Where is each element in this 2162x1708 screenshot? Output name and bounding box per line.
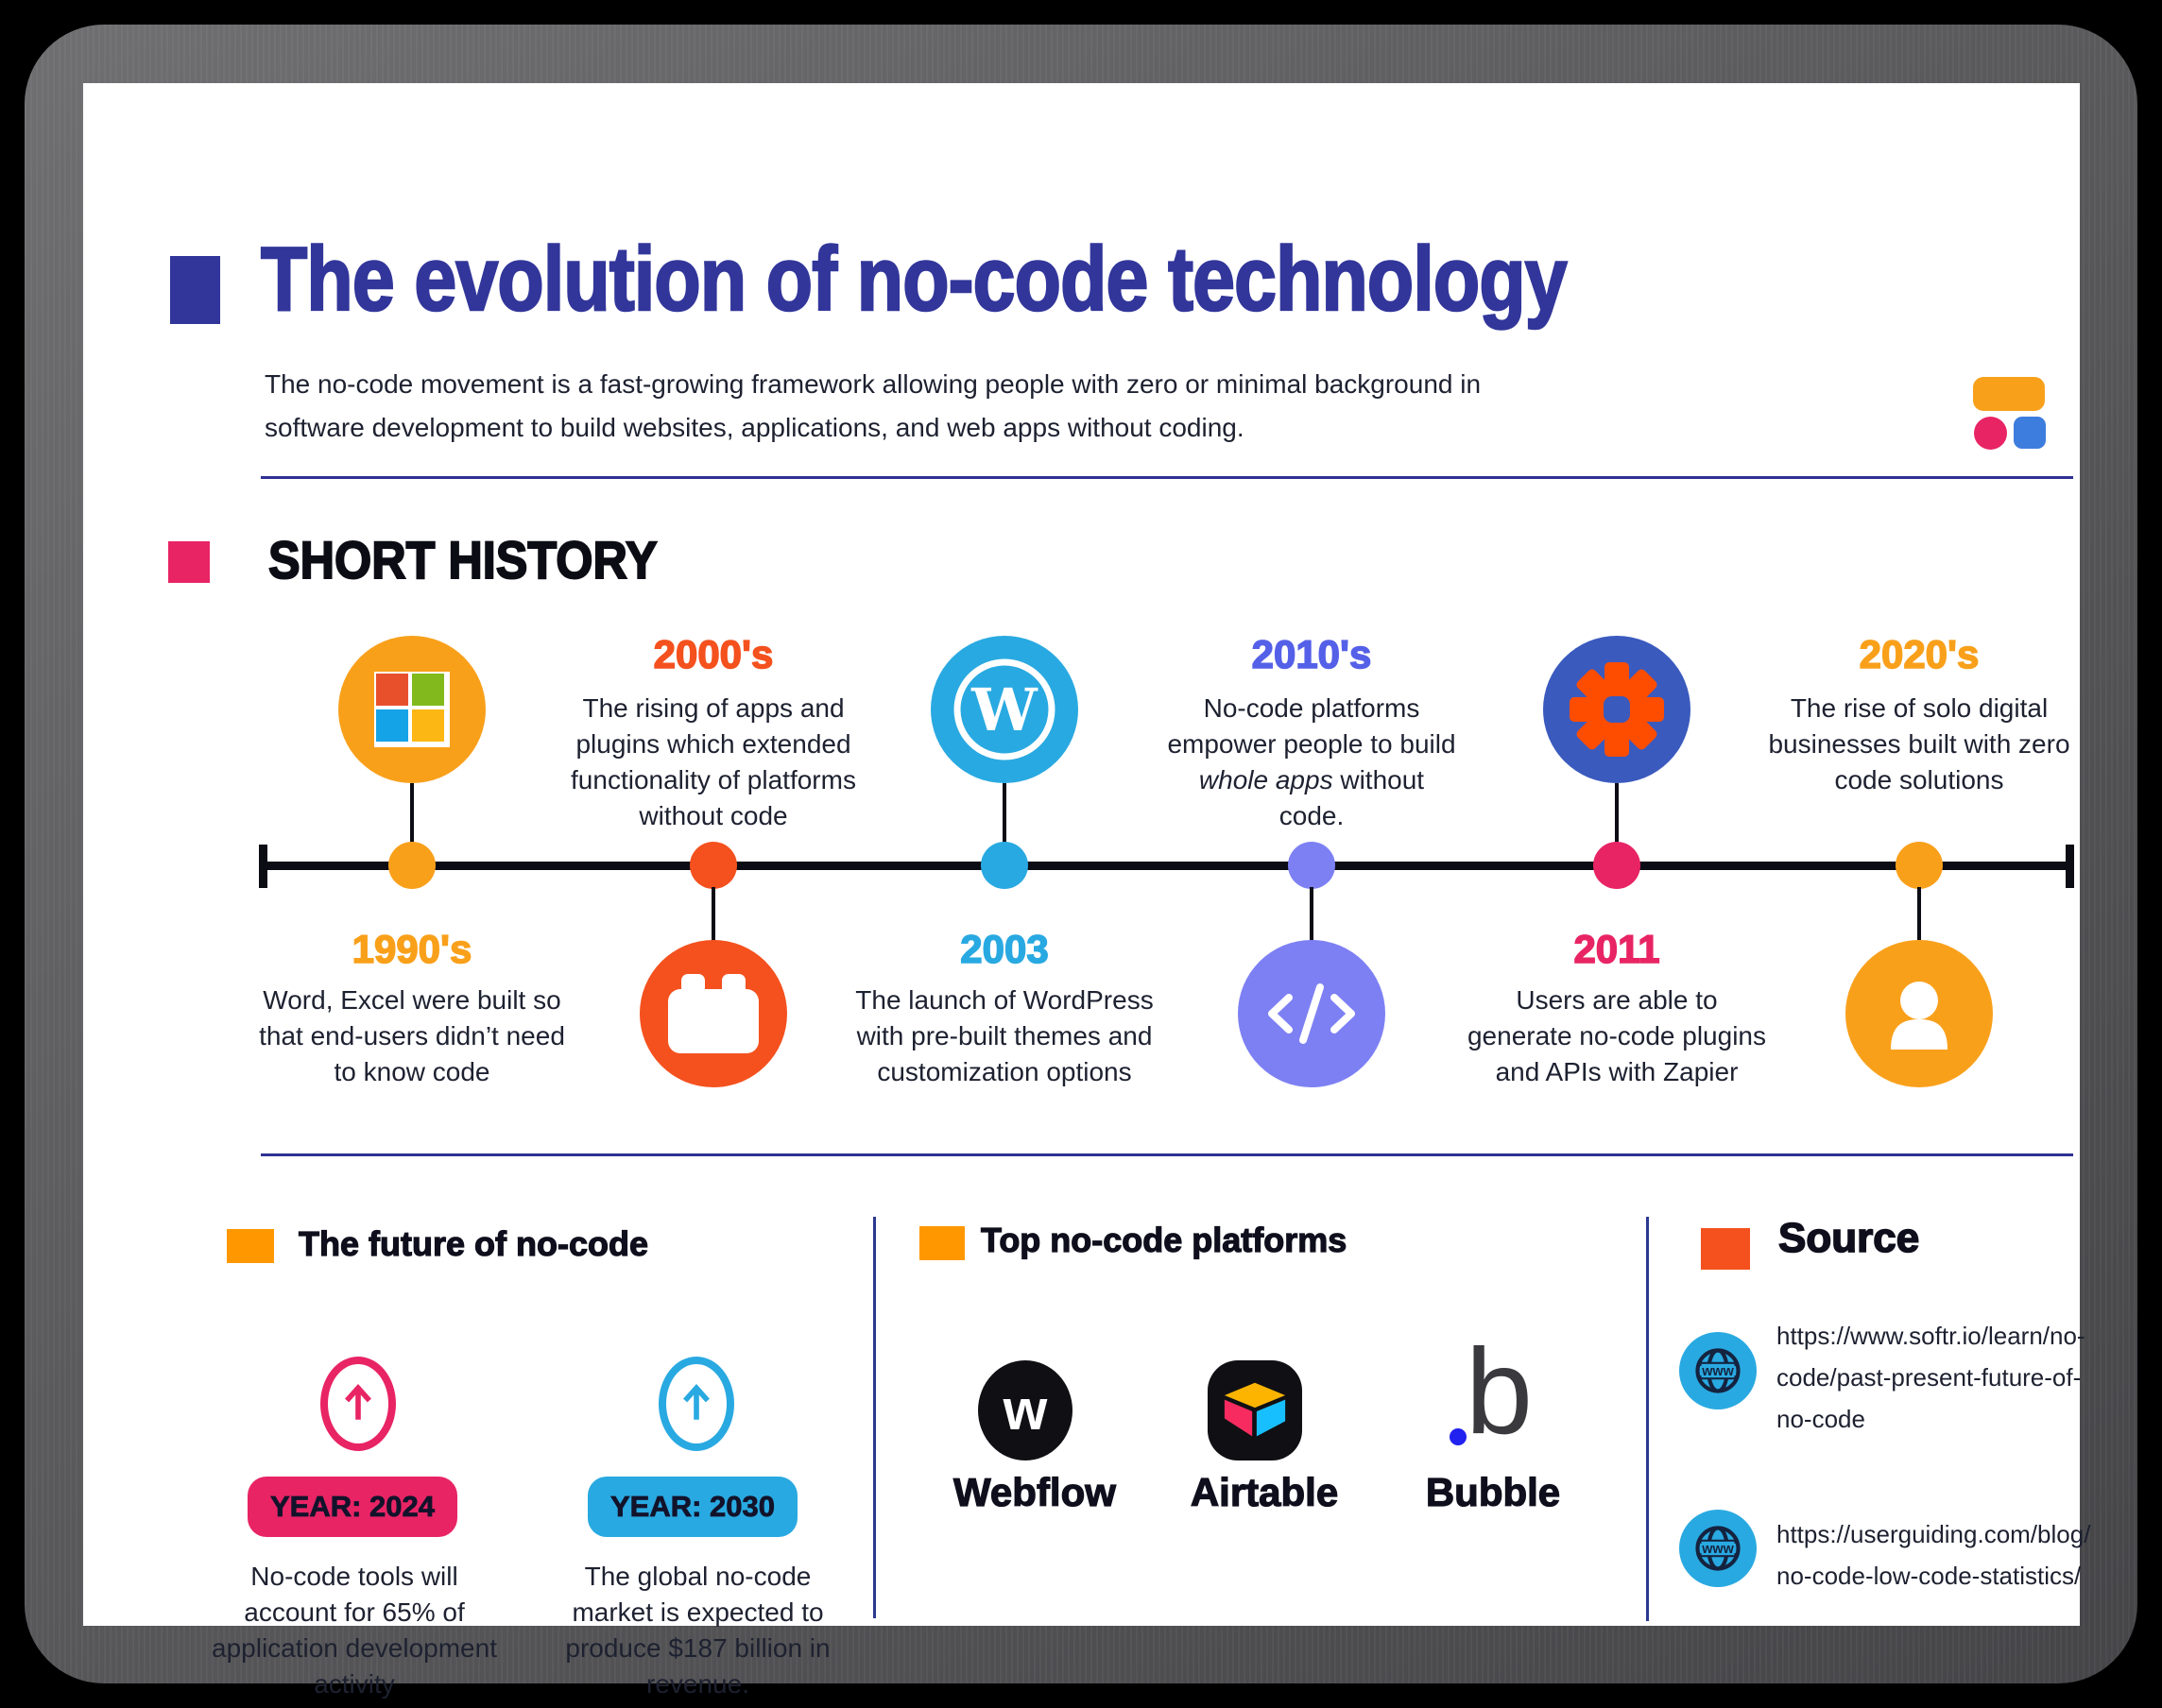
bubble-dot-shape bbox=[1450, 1428, 1467, 1445]
milestone-2000s-connector bbox=[712, 887, 715, 941]
year-2024-badge: YEAR: 2024 bbox=[248, 1477, 457, 1537]
milestone-2011-label: 2011 bbox=[1573, 926, 1661, 972]
year-2030-badge: YEAR: 2030 bbox=[588, 1477, 798, 1537]
future-accent-square bbox=[227, 1229, 274, 1263]
platform-name-airtable: Airtable bbox=[1190, 1469, 1339, 1514]
brand-logo bbox=[1973, 377, 2047, 451]
www-globe-icon: www bbox=[1679, 1510, 1757, 1587]
page-title: The evolution of no-code technology bbox=[260, 229, 1569, 330]
www-globe-icon: www bbox=[1679, 1332, 1757, 1409]
wordpress-logo-icon: W bbox=[953, 658, 1055, 760]
platforms-accent-square bbox=[919, 1226, 965, 1260]
header-divider bbox=[261, 476, 2073, 479]
milestone-2003-dot bbox=[981, 842, 1028, 889]
milestone-2000s-label: 2000's bbox=[653, 631, 774, 677]
milestone-2011-circle bbox=[1543, 636, 1690, 783]
timeline-end-cap bbox=[2066, 845, 2074, 888]
milestone-2011-dot bbox=[1593, 842, 1640, 889]
milestone-2003-circle: W bbox=[931, 636, 1078, 783]
milestone-2011-connector bbox=[1615, 783, 1619, 844]
webflow-logo: w bbox=[978, 1360, 1072, 1460]
milestone-2020s-dot bbox=[1896, 842, 1943, 889]
page-subtitle: The no-code movement is a fast-growing f… bbox=[265, 369, 1482, 442]
milestone-2000s-circle bbox=[640, 940, 787, 1087]
milestone-2010s-text-end: without code. bbox=[1278, 765, 1425, 831]
svg-text:www: www bbox=[1701, 1364, 1734, 1379]
future-2030-text: The global no-code market is expected to… bbox=[565, 1562, 831, 1699]
brick-icon bbox=[668, 974, 759, 1053]
svg-text:W: W bbox=[970, 675, 1038, 744]
brand-logo-bar-shape bbox=[1973, 377, 2045, 411]
svg-text:www: www bbox=[1701, 1542, 1734, 1557]
airtable-cube-icon bbox=[1224, 1382, 1286, 1437]
timeline-bottom-divider bbox=[261, 1153, 2073, 1156]
infographic-canvas: The evolution of no-code technology The … bbox=[83, 83, 2090, 1699]
brand-logo-square-shape bbox=[2014, 417, 2046, 449]
brand-logo-dot-shape bbox=[1974, 417, 2007, 450]
milestone-2020s-label: 2020's bbox=[1859, 631, 1980, 677]
platform-name-webflow: Webflow bbox=[952, 1469, 1116, 1514]
milestone-2010s-text-emphasis: whole apps bbox=[1198, 765, 1333, 795]
future-heading: The future of no-code bbox=[298, 1223, 648, 1263]
platform-name-bubble: Bubble bbox=[1425, 1469, 1561, 1514]
title-accent-square bbox=[170, 256, 220, 324]
future-2024-text: No-code tools will account for 65% of ap… bbox=[212, 1562, 497, 1699]
platforms-heading: Top no-code platforms bbox=[980, 1220, 1347, 1259]
milestone-1990s-label: 1990's bbox=[352, 926, 472, 972]
milestone-2020s-text: The rise of solo digital businesses buil… bbox=[1768, 693, 2070, 795]
milestone-2020s-circle bbox=[1845, 940, 1993, 1087]
milestone-2000s-text: The rising of apps and plugins which ext… bbox=[571, 693, 856, 831]
timeline-axis bbox=[263, 862, 2073, 870]
milestone-2003-label: 2003 bbox=[960, 926, 1050, 972]
source-link-1: https://www.softr.io/learn/no-code/past-… bbox=[1776, 1322, 2085, 1434]
timeline-start-cap bbox=[259, 845, 267, 888]
milestone-2010s-label: 2010's bbox=[1251, 631, 1372, 677]
milestone-2010s-text-start: No-code platforms empower people to buil… bbox=[1167, 693, 1456, 760]
column-divider bbox=[873, 1217, 876, 1618]
person-icon bbox=[1891, 982, 1948, 1050]
milestone-1990s-connector bbox=[410, 783, 414, 844]
milestone-2011-text: Users are able to generate no-code plugi… bbox=[1467, 985, 1766, 1087]
milestone-2010s-text: No-code platforms empower people to buil… bbox=[1165, 691, 1458, 834]
bubble-b-glyph: b bbox=[1465, 1324, 1533, 1460]
column-divider bbox=[1646, 1217, 1649, 1621]
milestone-2003-connector bbox=[1003, 783, 1006, 844]
source-accent-square bbox=[1701, 1228, 1750, 1270]
milestone-2000s-dot bbox=[690, 842, 737, 889]
milestone-2010s-dot bbox=[1288, 842, 1335, 889]
source-heading: Source bbox=[1777, 1214, 1920, 1262]
arrow-up-circle-icon bbox=[320, 1357, 396, 1451]
webflow-w-glyph: w bbox=[1003, 1378, 1048, 1442]
milestone-1990s-text: Word, Excel were built so that end-users… bbox=[259, 985, 565, 1087]
milestone-2020s-connector bbox=[1917, 887, 1921, 941]
bubble-logo: b bbox=[1436, 1330, 1540, 1460]
code-icon bbox=[1268, 983, 1355, 1044]
source-link-2: https://userguiding.com/blog/no-code-low… bbox=[1776, 1520, 2091, 1591]
zapier-logo-icon bbox=[1570, 662, 1664, 757]
history-heading: SHORT HISTORY bbox=[267, 529, 658, 590]
milestone-2010s-connector bbox=[1310, 887, 1313, 941]
milestone-2003-text: The launch of WordPress with pre-built t… bbox=[855, 985, 1154, 1087]
arrow-up-circle-icon bbox=[659, 1357, 734, 1451]
milestone-2010s-circle bbox=[1238, 940, 1385, 1087]
microsoft-logo-icon bbox=[374, 672, 450, 747]
history-accent-square bbox=[168, 541, 210, 583]
milestone-1990s-dot bbox=[388, 842, 436, 889]
milestone-1990s-circle bbox=[338, 636, 486, 783]
airtable-logo bbox=[1208, 1360, 1302, 1460]
